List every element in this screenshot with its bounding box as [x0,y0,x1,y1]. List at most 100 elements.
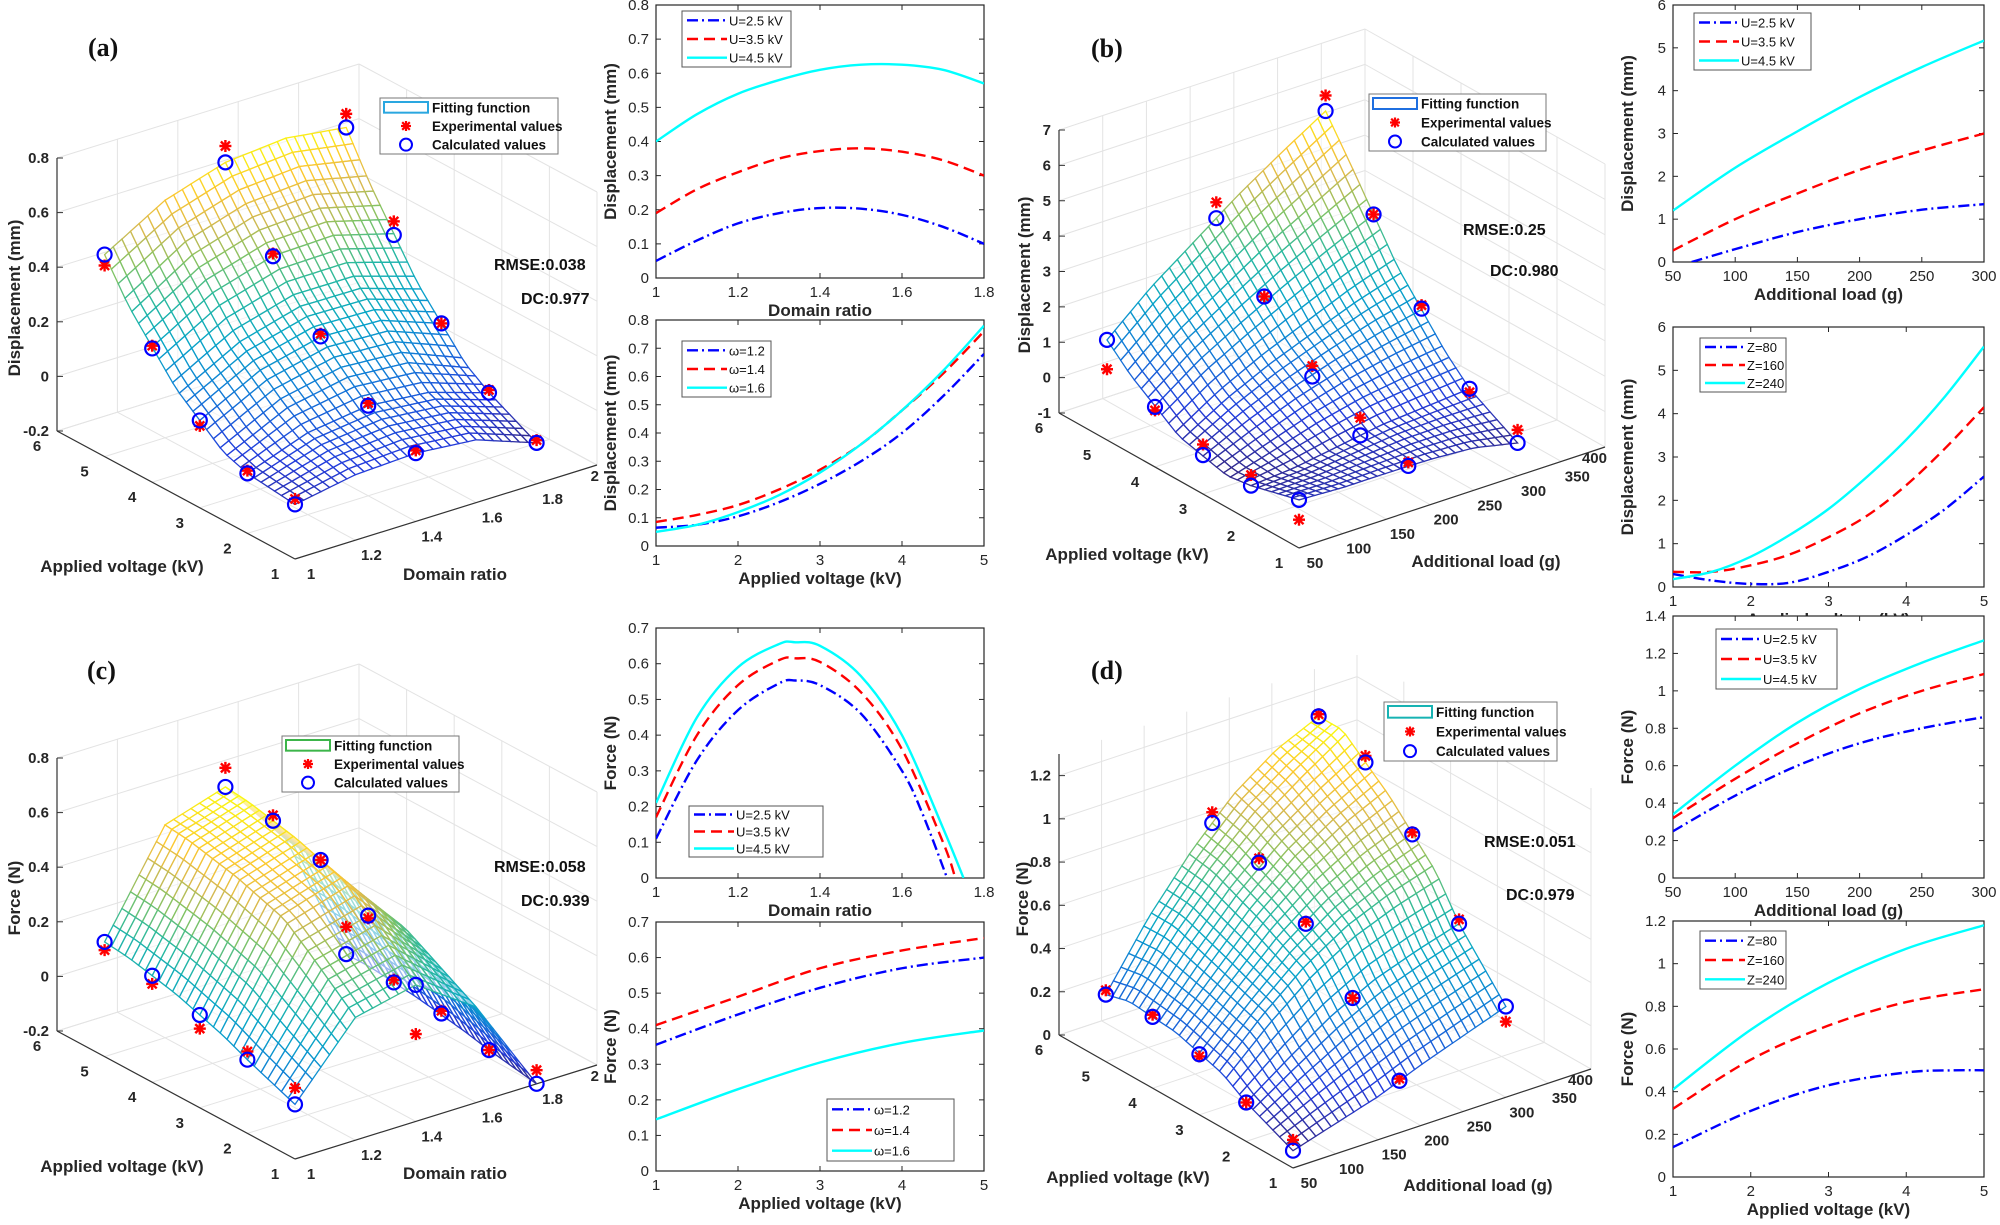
y-tick-label: 2 [591,1068,599,1085]
z-axis-title: Force (N) [5,861,24,936]
y-tick-label: 0.2 [1645,1126,1666,1143]
x-axis-title: Applied voltage (kV) [40,557,203,576]
experimental-marker [530,1064,543,1077]
y-tick-label: 200 [1434,512,1459,529]
x-tick-label: 6 [1035,1042,1043,1059]
z-tick-label: 2 [1043,299,1051,316]
x-tick-label: 2 [1227,528,1235,545]
asterisk-stroke [1354,412,1366,424]
experimental-marker [1210,196,1223,209]
calculated-marker [1352,427,1369,444]
calculated-marker [217,154,234,171]
x-tick-label: 3 [176,1115,184,1132]
z-tick-label: -1 [1038,405,1051,422]
rmse-annotation: RMSE:0.25 [1463,222,1546,239]
fitting-function-swatch [1372,97,1418,110]
calculated-marker [144,340,161,357]
y-tick-label: 4 [1658,406,1666,423]
x-tick-label: 1.8 [974,884,995,901]
legend: Fitting function Experimental values Calcu… [281,735,465,793]
asterisk-stroke [1293,514,1305,526]
x-tick-label: 2 [223,540,231,557]
legend-entry: U=3.5 kV [736,825,790,840]
calculated-marker [433,315,450,332]
y-axis-title: Force (N) [601,716,620,791]
y-axis-title: Displacement (mm) [1618,379,1637,536]
y-axis [1298,446,1606,549]
y-tick-label: 1 [1658,536,1666,553]
x-axis-title: Domain ratio [768,901,872,920]
z-tick-label: 0.6 [28,805,49,822]
x-tick-label: 6 [1035,420,1043,437]
z-tick-label: 0.6 [1030,897,1051,914]
y-tick-label: 0.5 [628,397,649,414]
experimental-marker [241,1045,254,1058]
legend: ω=1.2 ω=1.4 ω=1.6 [681,340,772,398]
panel-label: (c) [87,656,116,685]
asterisk-stroke [401,121,411,131]
experimental-marker [1306,359,1319,372]
y-axis-title: Force (N) [1618,710,1637,785]
y-axis [294,1064,598,1160]
y-axis-title: Displacement (mm) [601,355,620,512]
z-tick-label: 1.2 [1030,768,1051,785]
line-chart: 1 2 3 4 5 0 0.1 0.2 0.3 0.4 0.5 0.6 0.7 Applied volta… [601,914,988,1213]
legend-entry: Z=240 [1747,972,1784,987]
x-axis-title: Applied voltage (kV) [738,569,901,588]
experimental-marker [193,1022,206,1035]
gridline [358,172,598,302]
x-tick-label: 1 [271,1166,279,1183]
z-axis-title: Displacement (mm) [5,220,24,377]
y-axis-title: Displacement (mm) [1618,55,1637,212]
y-tick-label: 1.2 [361,1147,382,1164]
calculated-marker [96,246,113,263]
x-tick-label: 5 [1980,1183,1988,1200]
experimental-marker [1499,1015,1512,1028]
experimental-marker [98,259,111,272]
surface-plot-a: 1 2 3 4 5 6 1 1.2 1.4 1.6 1.8 2 -0.2 0 0.2 0.4 0.6 0.8 (a)… [5,33,599,584]
y-tick-label: 1.8 [542,491,563,508]
legend-entry: ω=1.4 [874,1123,910,1138]
x-tick-label: 5 [80,1064,88,1081]
y-tick-label: 0.5 [628,691,649,708]
experimental-marker [1511,423,1524,436]
legend-entry: Z=80 [1747,340,1777,355]
rmse-annotation: RMSE:0.038 [494,257,586,274]
legend-entry: U=4.5 kV [1763,672,1817,687]
legend: ω=1.2 ω=1.4 ω=1.6 [826,1098,955,1162]
y-tick-label: 100 [1339,1161,1364,1178]
panel-label: (d) [1091,656,1123,685]
z-tick-label: 0.4 [28,859,50,876]
y-tick-label: 150 [1390,526,1415,543]
asterisk-stroke [194,420,206,432]
surface-mesh [103,126,539,506]
z-tick-label: 0 [41,368,49,385]
legend-entry: U=2.5 kV [1741,16,1795,31]
gridline [247,438,550,534]
legend-entry: Z=160 [1747,953,1784,968]
x-tick-label: 3 [1824,1183,1832,1200]
y-tick-label: 0.7 [628,914,649,931]
experimental-marker [1101,363,1113,376]
x-axis-title: Domain ratio [768,301,872,320]
calculated-marker [239,465,256,482]
x-axis-title: Additional load (g) [1754,285,1903,304]
y-axis-title: Domain ratio [403,1164,507,1183]
x-tick-label: 1 [1669,1183,1677,1200]
y-tick-label: 5 [1658,362,1666,379]
x-axis-title: Applied voltage (kV) [1046,1168,1209,1187]
legend-entry: Experimental values [1421,116,1552,131]
x-tick-label: 100 [1723,884,1748,901]
legend-entry: U=3.5 kV [1741,35,1795,50]
legend-entry: Experimental values [1436,725,1567,740]
y-tick-label: 1 [1658,211,1666,228]
y-tick-label: 0.2 [1645,833,1666,850]
legend-entry: Z=160 [1747,358,1784,373]
x-tick-label: 300 [1971,884,1996,901]
fitting-function-swatch [285,739,331,752]
line-chart: 50 100 150 200 250 300 0 0.2 0.4 0.6 0.8 1 1.2 1.4 Add… [1618,608,1997,920]
x-tick-label: 2 [1222,1148,1230,1165]
gridline [1058,63,1366,166]
